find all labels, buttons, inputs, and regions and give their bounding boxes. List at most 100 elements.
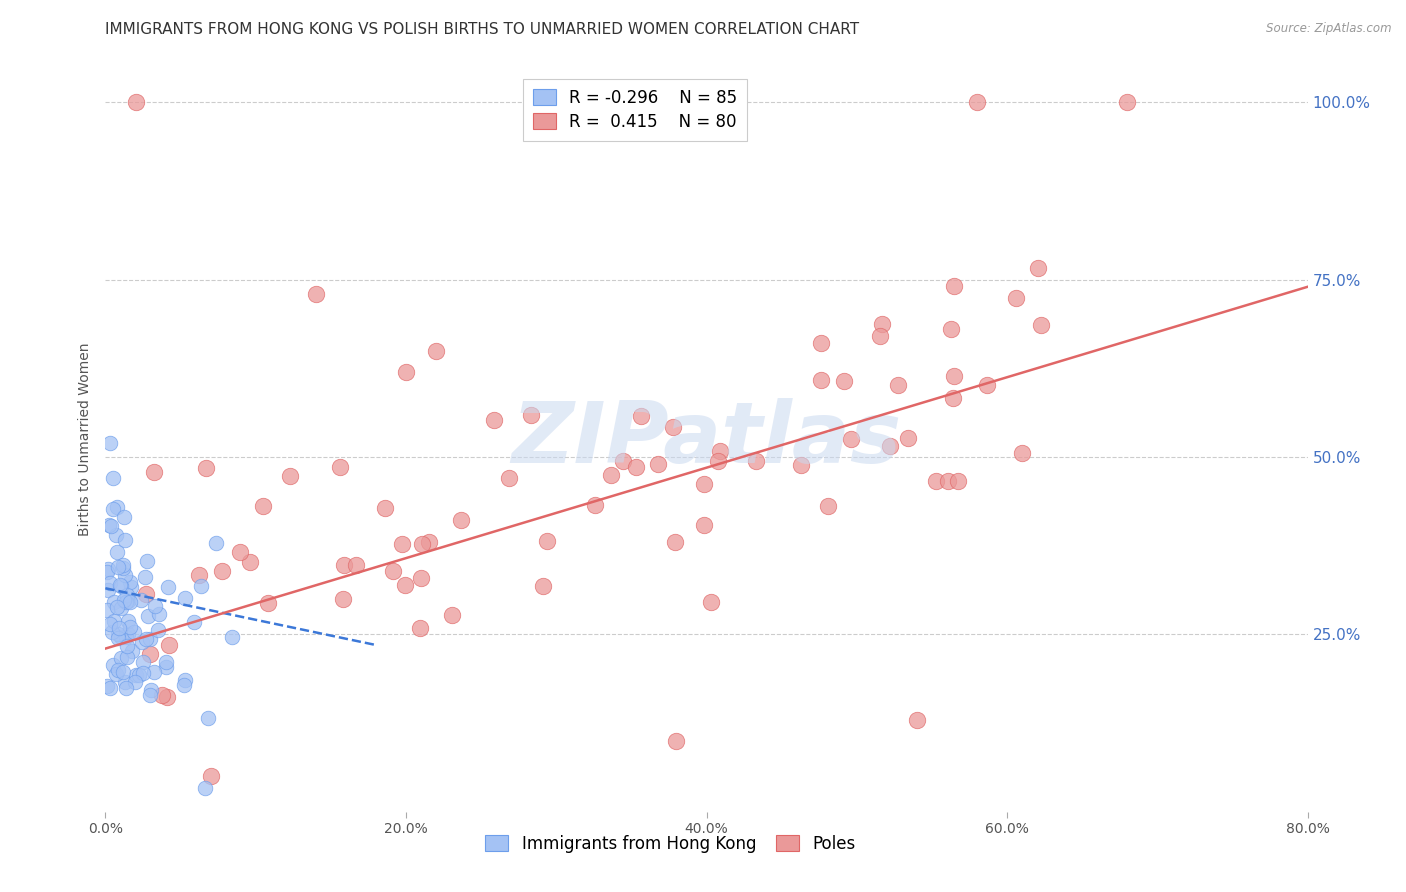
Point (117, 627, 139, 641)
Point (839, 432, 862, 446)
Point (141, 682, 163, 697)
Point (482, 413, 505, 427)
Point (155, 655, 177, 669)
Point (121, 644, 143, 658)
Point (391, 537, 413, 551)
Point (1116, 95, 1139, 110)
Point (146, 623, 169, 637)
Point (98, 681, 121, 695)
Point (156, 580, 179, 594)
Point (97, 583, 120, 598)
Point (709, 444, 731, 458)
Point (188, 568, 211, 582)
Point (536, 533, 558, 548)
Point (110, 600, 132, 615)
Point (120, 580, 142, 594)
Point (96, 679, 118, 693)
Point (148, 607, 170, 622)
Legend: Immigrants from Hong Kong, Poles: Immigrants from Hong Kong, Poles (478, 828, 863, 859)
Point (942, 391, 965, 405)
Point (114, 533, 136, 547)
Point (817, 499, 839, 513)
Point (886, 377, 908, 392)
Point (395, 365, 418, 379)
Point (173, 591, 195, 605)
Point (329, 459, 352, 474)
Point (612, 454, 634, 468)
Point (193, 780, 215, 795)
Point (110, 651, 132, 665)
Point (105, 600, 128, 615)
Point (98, 616, 121, 631)
Point (103, 614, 125, 628)
Point (107, 663, 129, 677)
Point (693, 517, 716, 532)
Point (661, 420, 683, 434)
Point (869, 329, 891, 343)
Point (409, 621, 432, 635)
Point (117, 639, 139, 653)
Point (103, 595, 125, 609)
Text: IMMIGRANTS FROM HONG KONG VS POLISH BIRTHS TO UNMARRIED WOMEN CORRELATION CHART: IMMIGRANTS FROM HONG KONG VS POLISH BIRT… (105, 22, 859, 37)
Point (943, 368, 966, 383)
Point (114, 568, 136, 582)
Point (150, 689, 173, 703)
Point (205, 535, 228, 549)
Point (966, 95, 988, 110)
Point (278, 469, 301, 483)
Point (1031, 318, 1053, 332)
Point (228, 544, 250, 558)
Point (96, 565, 118, 579)
Point (211, 564, 233, 578)
Point (124, 95, 146, 110)
Point (118, 594, 141, 608)
Point (374, 501, 396, 516)
Point (118, 620, 141, 634)
Point (110, 579, 132, 593)
Point (114, 674, 136, 689)
Point (108, 578, 131, 592)
Point (790, 458, 813, 472)
Point (96, 603, 118, 617)
Point (98, 576, 121, 591)
Point (897, 431, 920, 445)
Point (1026, 261, 1049, 276)
Point (104, 528, 127, 542)
Point (117, 614, 139, 628)
Point (305, 286, 328, 301)
Point (344, 558, 367, 572)
Point (425, 343, 447, 358)
Point (139, 647, 162, 661)
Point (115, 650, 138, 665)
Point (394, 578, 416, 592)
Point (870, 317, 893, 331)
Point (107, 631, 129, 645)
Point (832, 375, 855, 389)
Point (332, 591, 354, 606)
Point (905, 713, 928, 727)
Point (810, 336, 832, 351)
Point (157, 638, 180, 652)
Point (946, 474, 969, 488)
Point (143, 599, 166, 614)
Point (108, 620, 131, 634)
Point (128, 668, 150, 682)
Point (135, 632, 157, 647)
Point (107, 627, 129, 641)
Point (112, 665, 135, 679)
Point (183, 615, 205, 629)
Point (97, 562, 120, 576)
Point (155, 660, 177, 674)
Point (252, 499, 274, 513)
Point (103, 502, 125, 516)
Point (112, 593, 135, 607)
Point (97, 518, 120, 533)
Point (112, 558, 135, 573)
Point (132, 655, 155, 669)
Point (142, 665, 165, 679)
Point (115, 681, 138, 696)
Point (519, 409, 541, 423)
Point (101, 657, 124, 672)
Point (692, 477, 714, 491)
Point (101, 471, 124, 485)
